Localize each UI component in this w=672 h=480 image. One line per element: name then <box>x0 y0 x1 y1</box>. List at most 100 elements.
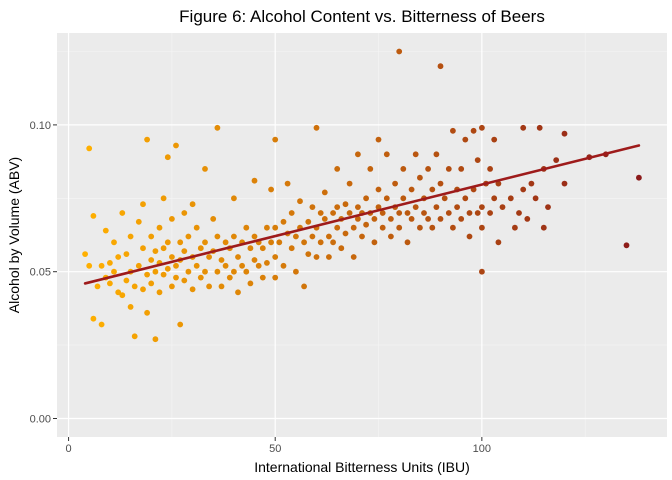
trend-line-group <box>83 144 641 285</box>
x-tick-label: 0 <box>66 443 72 455</box>
data-point <box>383 151 390 158</box>
data-point <box>441 195 448 202</box>
data-point <box>536 124 543 131</box>
data-point <box>90 213 97 219</box>
data-point <box>450 224 456 231</box>
data-point <box>259 274 266 281</box>
data-point <box>404 239 411 246</box>
data-point <box>305 218 312 225</box>
data-point <box>317 210 324 216</box>
data-point <box>181 210 188 216</box>
data-point <box>487 166 493 172</box>
data-point <box>479 204 485 211</box>
data-point <box>156 224 163 231</box>
data-point <box>309 233 316 240</box>
data-point <box>115 289 122 296</box>
data-point <box>272 274 279 281</box>
data-point <box>371 239 378 246</box>
data-point <box>375 136 382 143</box>
data-point <box>540 224 547 231</box>
data-point <box>425 166 431 172</box>
data-point <box>512 224 518 231</box>
data-point <box>338 245 345 252</box>
y-tick-label: 0.00 <box>30 414 51 426</box>
data-point <box>470 127 477 134</box>
data-point <box>321 216 328 222</box>
data-point <box>131 283 138 290</box>
grid-lines <box>57 33 667 437</box>
data-point <box>251 177 258 184</box>
data-point <box>164 265 171 272</box>
data-point <box>276 239 283 246</box>
data-point <box>524 216 531 222</box>
data-point <box>152 336 159 343</box>
data-point <box>226 274 233 281</box>
data-point <box>235 254 241 260</box>
data-point <box>239 262 246 269</box>
data-point <box>437 216 444 222</box>
data-point <box>243 268 250 275</box>
data-point <box>462 195 469 202</box>
data-point <box>214 268 221 275</box>
data-point <box>408 186 415 193</box>
data-point <box>144 309 151 316</box>
data-point <box>123 251 130 257</box>
data-point <box>251 233 258 240</box>
data-point <box>367 166 374 172</box>
data-point <box>321 189 328 196</box>
data-point <box>346 180 353 187</box>
data-point <box>379 210 386 216</box>
data-point <box>94 283 101 290</box>
data-point <box>499 204 506 211</box>
data-point <box>111 268 117 275</box>
data-point <box>532 195 539 202</box>
data-point <box>247 245 254 252</box>
data-point <box>127 233 134 240</box>
data-point <box>140 245 146 252</box>
data-point <box>317 239 324 246</box>
data-point <box>235 289 241 296</box>
data-point <box>82 251 88 257</box>
data-point <box>156 289 163 296</box>
data-point <box>222 262 229 269</box>
data-point <box>140 201 146 208</box>
axis-ticks: 0 50 100 0.00 0.05 0.10 <box>30 120 491 455</box>
y-axis-title: Alcohol by Volume (ABV) <box>6 157 22 313</box>
data-point <box>437 180 444 187</box>
data-point <box>111 239 117 246</box>
data-point <box>355 216 361 222</box>
data-point <box>127 304 134 310</box>
data-point <box>445 166 452 172</box>
data-point <box>487 210 493 216</box>
data-point <box>516 210 522 216</box>
data-point <box>561 130 568 137</box>
data-point <box>197 245 204 252</box>
data-point <box>371 216 378 222</box>
data-point <box>404 210 411 216</box>
data-point <box>181 277 188 284</box>
data-point <box>135 262 142 269</box>
data-point <box>396 224 403 231</box>
data-point <box>123 277 130 284</box>
data-point <box>107 280 113 287</box>
data-point <box>193 262 200 269</box>
data-point <box>206 254 213 260</box>
data-point <box>334 224 341 231</box>
data-point <box>330 239 336 246</box>
data-point <box>173 142 179 149</box>
data-point <box>119 292 126 299</box>
data-point <box>90 315 97 322</box>
data-point <box>177 321 184 328</box>
data-point <box>479 124 485 131</box>
data-point <box>297 198 303 205</box>
data-point <box>305 251 312 257</box>
data-point <box>375 186 382 193</box>
data-point <box>507 195 514 202</box>
data-point <box>160 195 167 202</box>
data-point <box>152 268 159 275</box>
data-point <box>636 174 642 181</box>
data-point <box>185 268 192 275</box>
data-point <box>160 271 167 278</box>
data-point <box>264 224 270 231</box>
data-point <box>326 233 332 240</box>
